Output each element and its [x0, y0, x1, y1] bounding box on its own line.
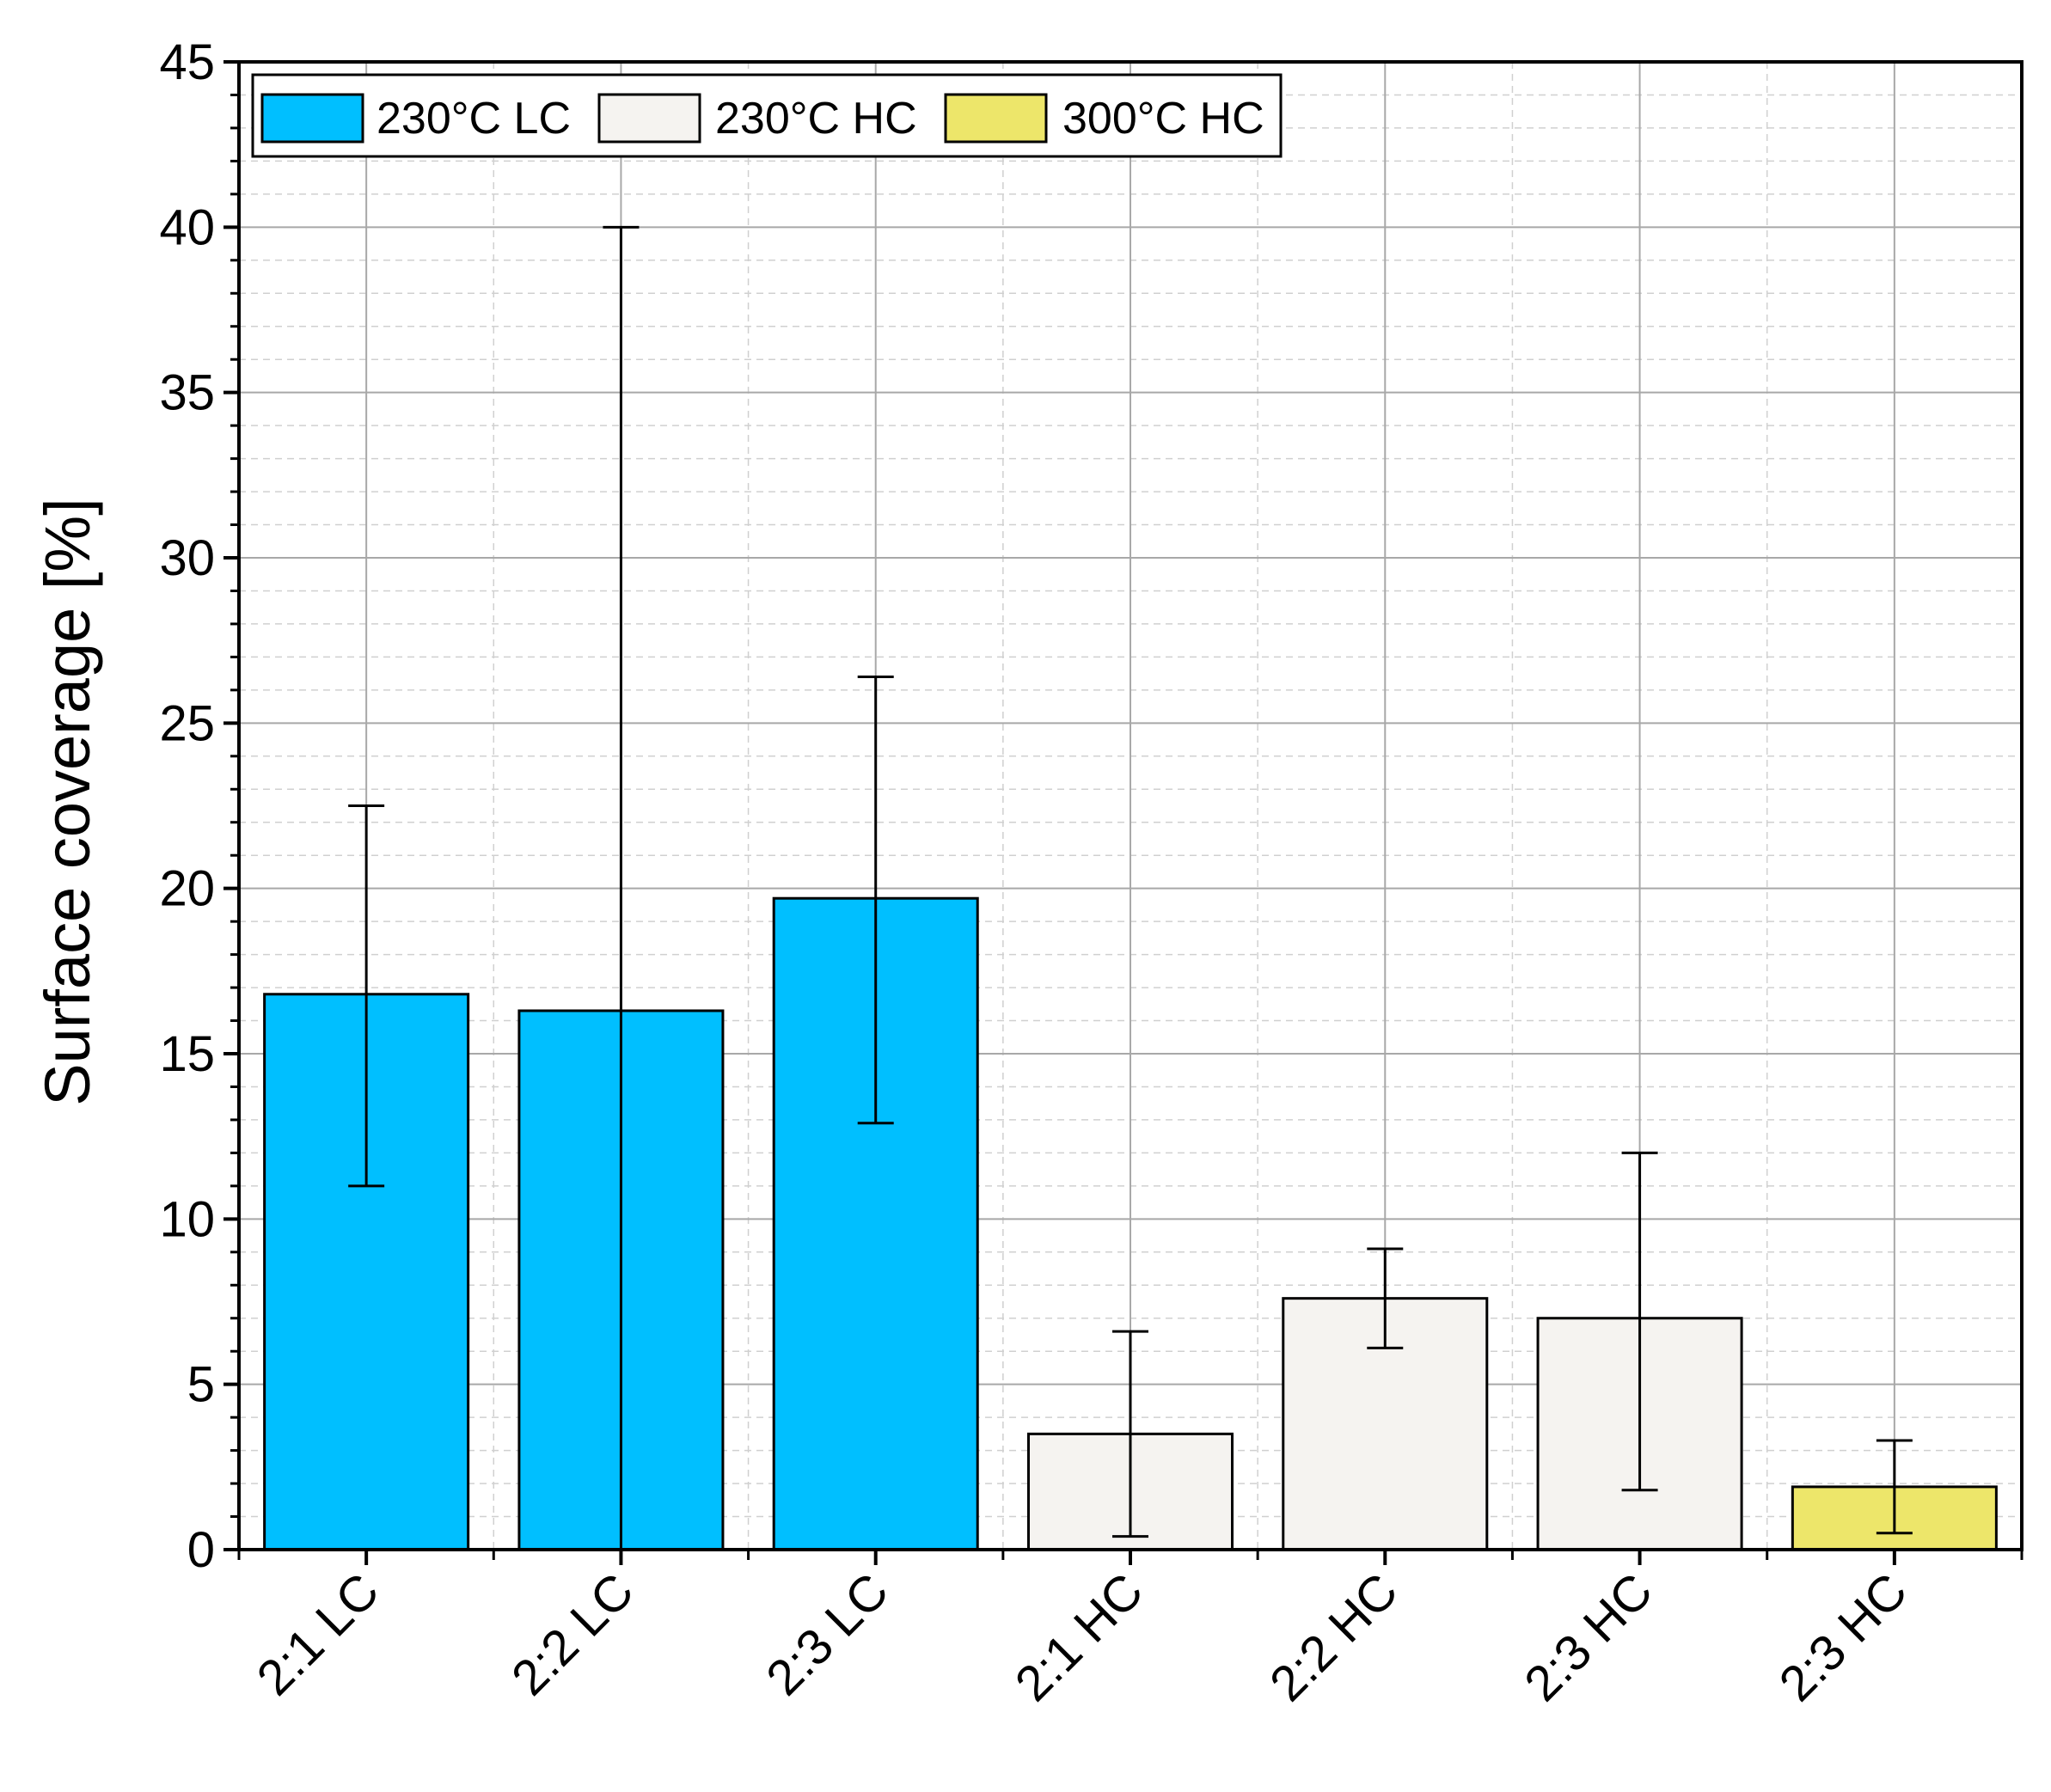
error-bars-layer	[348, 225, 1913, 1551]
y-tick-label: 5	[187, 1357, 215, 1413]
y-tick-label: 0	[187, 1522, 215, 1578]
y-tick-label: 40	[159, 199, 215, 255]
y-tick-label: 20	[159, 861, 215, 917]
x-tick-label: 2:3 LC	[756, 1563, 899, 1706]
legend-label: 300°C HC	[1062, 94, 1264, 144]
x-tick-label: 2:3 HC	[1768, 1563, 1918, 1712]
legend-swatch	[944, 93, 1048, 144]
x-tick-label: 2:1 LC	[247, 1563, 390, 1706]
y-tick-label: 25	[159, 695, 215, 751]
y-axis-label: Surface coverage [%]	[32, 498, 103, 1105]
y-tick-label: 45	[159, 34, 215, 90]
legend-label: 230°C LC	[377, 94, 571, 144]
y-tick-label: 35	[159, 365, 215, 421]
grid-layer	[239, 62, 2022, 1550]
y-tick-label: 15	[159, 1026, 215, 1082]
axes-layer	[223, 60, 2023, 1565]
y-tick-label: 30	[159, 530, 215, 586]
x-tick-label: 2:2 HC	[1259, 1563, 1409, 1712]
legend-swatch	[597, 93, 701, 144]
x-tick-label: 2:1 HC	[1005, 1563, 1154, 1712]
y-tick-label: 10	[159, 1191, 215, 1247]
legend: 230°C LC 230°C HC 300°C HC	[251, 73, 1283, 158]
x-tick-label: 2:2 LC	[501, 1563, 645, 1706]
legend-box	[251, 73, 1283, 158]
legend-label: 230°C HC	[715, 94, 917, 144]
legend-swatch	[260, 93, 364, 144]
x-tick-label: 2:3 HC	[1514, 1563, 1663, 1712]
